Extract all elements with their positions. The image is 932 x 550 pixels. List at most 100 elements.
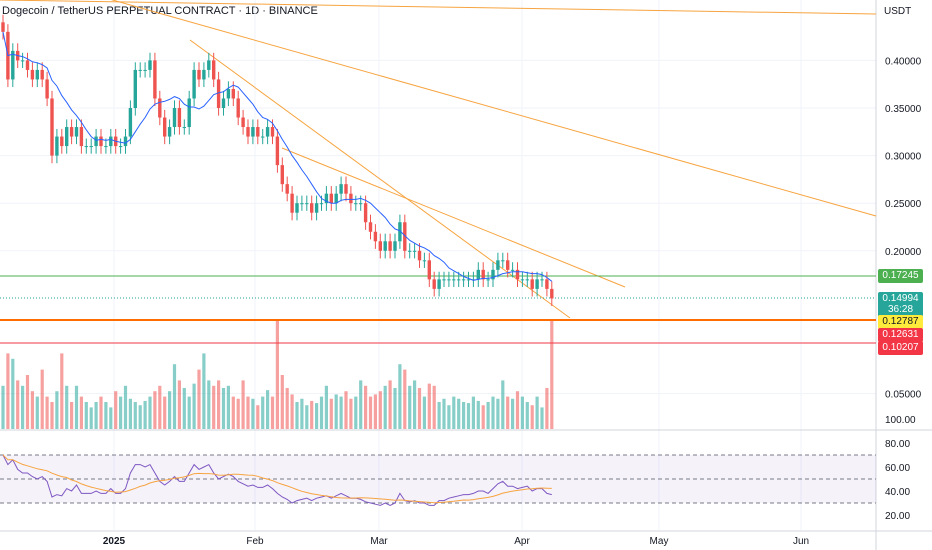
candle-body bbox=[226, 88, 231, 99]
volume-bar bbox=[462, 402, 466, 429]
candle-body bbox=[55, 136, 59, 156]
volume-bar bbox=[319, 396, 324, 429]
candle-body bbox=[1, 22, 5, 32]
trend-line bbox=[110, 0, 877, 217]
support-price-tag-a: 0.12787 bbox=[878, 315, 923, 329]
volume-bar bbox=[359, 380, 363, 429]
volume-bar bbox=[383, 385, 387, 429]
volume-bar bbox=[339, 396, 343, 429]
candle-body bbox=[408, 250, 412, 252]
candle-body bbox=[339, 184, 343, 194]
candle-body bbox=[236, 98, 240, 118]
volume-bar bbox=[217, 380, 221, 429]
candle-body bbox=[153, 60, 157, 99]
volume-bar bbox=[417, 387, 422, 429]
candle-body bbox=[334, 193, 338, 204]
candle-body bbox=[481, 269, 485, 280]
candle-body bbox=[452, 279, 456, 281]
last-price-value: 0.14994 bbox=[882, 293, 919, 304]
candle-body bbox=[123, 136, 128, 147]
candle-body bbox=[20, 60, 25, 62]
support-price-tag-c: 0.10207 bbox=[878, 341, 923, 355]
candle-body bbox=[319, 203, 324, 205]
candle-body bbox=[251, 127, 255, 137]
volume-bar bbox=[40, 369, 44, 429]
price-axis-label: 0.40000 bbox=[885, 56, 922, 67]
volume-bar bbox=[545, 387, 549, 429]
time-axis-label: Apr bbox=[514, 536, 530, 547]
candle-body bbox=[437, 279, 441, 289]
trend-line bbox=[281, 147, 626, 288]
candle-body bbox=[109, 136, 113, 147]
chart-title: Dogecoin / TetherUS PERPETUAL CONTRACT ·… bbox=[2, 5, 318, 17]
volume-bar bbox=[511, 398, 515, 429]
volume-bar bbox=[60, 353, 64, 429]
volume-bar bbox=[1, 385, 5, 429]
volume-bar bbox=[422, 396, 426, 429]
time-axis-label: May bbox=[650, 536, 669, 547]
volume-bar bbox=[6, 353, 10, 429]
volume-bar bbox=[491, 396, 495, 429]
volume-bar bbox=[305, 405, 309, 429]
candle-body bbox=[466, 279, 471, 281]
rsi-ma-line bbox=[2, 454, 552, 504]
volume-bar bbox=[398, 364, 402, 429]
volume-bar bbox=[496, 398, 500, 429]
candle-body bbox=[231, 88, 235, 99]
candle-body bbox=[359, 203, 363, 205]
candle-body bbox=[50, 98, 54, 156]
volume-bar bbox=[158, 385, 162, 429]
volume-bar bbox=[94, 402, 98, 429]
volume-bar bbox=[74, 385, 79, 429]
candle-body bbox=[285, 184, 289, 194]
candle-body bbox=[30, 69, 35, 80]
bar-countdown: 36:28 bbox=[887, 304, 914, 315]
volume-bar bbox=[163, 396, 167, 429]
support-price-tag-b: 0.12631 bbox=[878, 328, 923, 342]
volume-bar bbox=[30, 391, 34, 429]
volume-bar bbox=[275, 321, 279, 429]
volume-bar bbox=[437, 402, 441, 429]
volume-bar bbox=[138, 405, 142, 429]
candle-body bbox=[158, 98, 162, 118]
candle-body bbox=[40, 69, 44, 80]
volume-bar bbox=[476, 400, 480, 429]
candle-body bbox=[457, 279, 461, 281]
volume-bar bbox=[172, 364, 177, 429]
candle-body bbox=[104, 146, 108, 148]
volume-bar bbox=[55, 391, 59, 429]
volume-bar bbox=[241, 380, 245, 429]
candle-body bbox=[35, 69, 39, 80]
volume-bar bbox=[182, 387, 186, 429]
candle-body bbox=[163, 117, 167, 137]
candle-body bbox=[393, 241, 397, 251]
rsi-axis-label: 100.00 bbox=[885, 415, 916, 426]
volume-bar bbox=[393, 387, 397, 429]
volume-bar bbox=[270, 396, 275, 429]
candle-body bbox=[192, 69, 196, 99]
candle-body bbox=[491, 269, 495, 280]
volume-bar bbox=[408, 385, 412, 429]
candle-body bbox=[99, 136, 103, 147]
candle-body bbox=[486, 279, 490, 281]
candle-body bbox=[520, 279, 525, 281]
candle-body bbox=[69, 127, 74, 137]
volume-bar bbox=[452, 396, 456, 429]
volume-bar bbox=[290, 394, 294, 429]
candle-body bbox=[354, 203, 358, 205]
volume-bar bbox=[11, 358, 15, 429]
candle-body bbox=[143, 69, 147, 71]
candle-body bbox=[447, 279, 451, 281]
volume-bar bbox=[114, 391, 118, 429]
candle-body bbox=[432, 279, 436, 289]
volume-bar bbox=[89, 407, 93, 429]
volume-bar bbox=[192, 383, 196, 429]
candle-body bbox=[363, 203, 368, 223]
volume-bar bbox=[177, 380, 181, 429]
candle-body bbox=[216, 79, 221, 108]
candle-body bbox=[207, 60, 211, 70]
candle-body bbox=[373, 231, 378, 242]
rsi-axis-label: 40.00 bbox=[885, 487, 910, 498]
candle-body bbox=[187, 98, 191, 128]
